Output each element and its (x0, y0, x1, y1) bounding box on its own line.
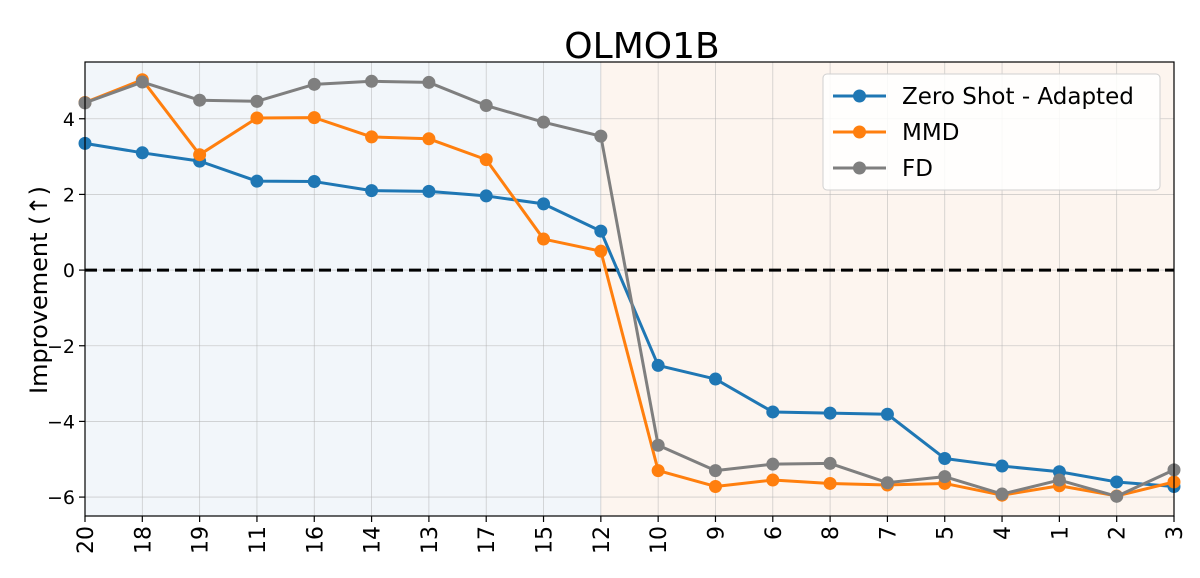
legend-box (822, 73, 1161, 191)
chart-title: OLMO1B (564, 26, 719, 67)
y-tick-label: 0 (63, 260, 75, 282)
data-point-mmd (537, 232, 551, 246)
data-point-zero-shot-adapted (250, 174, 264, 188)
y-tick-label: −4 (47, 411, 75, 433)
data-point-mmd (823, 476, 837, 490)
data-point-zero-shot-adapted (479, 189, 493, 203)
series-line-fd (84, 79, 1175, 498)
x-tick-label: 19 (189, 526, 214, 554)
x-tick-label: 4 (991, 526, 1016, 540)
data-point-fd (422, 75, 436, 89)
data-point-fd (880, 476, 894, 490)
data-point-fd (995, 487, 1009, 501)
data-point-fd (708, 464, 722, 478)
x-tick-label: 12 (590, 526, 615, 554)
x-tick-label: 3 (1163, 526, 1188, 540)
y-tick-label: −6 (47, 487, 75, 509)
data-point-fd (135, 75, 149, 89)
data-point-zero-shot-adapted (422, 184, 436, 198)
legend-marker (853, 125, 866, 139)
x-tick-label: 18 (131, 526, 156, 554)
legend-label: Zero Shot - Adapted (902, 84, 1134, 110)
y-tick-label: 4 (63, 109, 75, 131)
data-point-fd (1052, 473, 1066, 487)
data-point-zero-shot-adapted (995, 459, 1009, 473)
legend-label: FD (902, 156, 933, 182)
x-tick-label: 14 (361, 526, 386, 554)
y-tick-label: 2 (63, 184, 75, 206)
x-tick-label: 5 (934, 526, 959, 540)
legend-item: FD (833, 156, 933, 182)
x-tick-label: 11 (246, 526, 271, 554)
data-point-zero-shot-adapted (1110, 475, 1124, 489)
legend-item: Zero Shot - Adapted (833, 84, 1134, 110)
data-point-zero-shot-adapted (766, 405, 780, 419)
x-tick-label: 20 (74, 526, 99, 554)
data-point-mmd (422, 132, 436, 146)
legend: Zero Shot - Adapted MMD FD (822, 73, 1161, 191)
legend-item: MMD (833, 120, 959, 146)
data-point-zero-shot-adapted (537, 197, 551, 211)
data-point-fd (938, 470, 952, 484)
x-tick-label: 15 (533, 526, 558, 554)
legend-label: MMD (902, 120, 959, 146)
data-point-fd (766, 457, 780, 471)
data-point-fd (651, 438, 665, 452)
data-point-mmd (479, 153, 493, 167)
series-line-mmd (84, 78, 1175, 498)
data-point-zero-shot-adapted (823, 406, 837, 420)
data-point-fd (1110, 489, 1124, 503)
x-tick-label: 8 (819, 526, 844, 540)
data-point-fd (250, 94, 264, 108)
x-tick-label: 17 (475, 526, 500, 554)
data-point-fd (594, 129, 608, 143)
data-point-fd (537, 115, 551, 129)
x-tick-label: 1 (1048, 526, 1073, 540)
data-point-zero-shot-adapted (594, 224, 608, 238)
data-point-fd (307, 77, 321, 91)
data-point-mmd (365, 130, 379, 144)
data-point-mmd (307, 111, 321, 125)
series-fd (78, 74, 1181, 503)
y-axis-label: Improvement (↑) (25, 186, 53, 394)
data-point-mmd (766, 473, 780, 487)
data-point-fd (823, 456, 837, 470)
series-layer (78, 73, 1181, 503)
legend-marker (853, 89, 866, 103)
axes-frame (84, 61, 1175, 517)
shaded-region-1 (85, 62, 601, 516)
x-tick-label: 16 (303, 526, 328, 554)
data-point-fd (365, 74, 379, 88)
legend-marker (853, 161, 866, 175)
data-point-mmd (594, 244, 608, 258)
x-tick-label: 2 (1106, 526, 1131, 540)
plot-frame (84, 61, 1175, 517)
data-point-zero-shot-adapted (135, 146, 149, 160)
data-point-zero-shot-adapted (365, 184, 379, 198)
data-point-zero-shot-adapted (880, 407, 894, 421)
data-point-zero-shot-adapted (307, 175, 321, 189)
x-tick-label: 7 (876, 526, 901, 540)
x-tick-label: 6 (762, 526, 787, 540)
x-tick-label: 10 (647, 526, 672, 554)
y-tick-label: −2 (47, 336, 75, 358)
data-point-zero-shot-adapted (938, 451, 952, 465)
data-point-mmd (708, 479, 722, 493)
data-point-mmd (651, 464, 665, 478)
data-point-fd (479, 99, 493, 113)
x-tick-label: 13 (418, 526, 443, 554)
data-point-mmd (250, 111, 264, 125)
data-point-mmd (193, 148, 207, 162)
data-point-zero-shot-adapted (651, 358, 665, 372)
data-point-fd (193, 93, 207, 107)
data-point-zero-shot-adapted (708, 372, 722, 386)
x-tick-label: 9 (704, 526, 729, 540)
